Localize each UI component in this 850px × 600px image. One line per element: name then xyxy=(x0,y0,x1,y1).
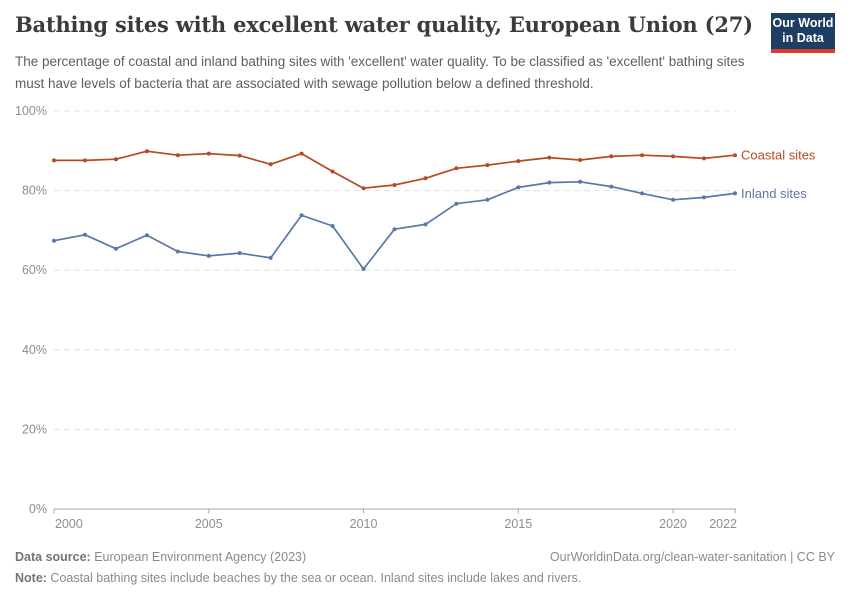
y-tick-label-60: 60% xyxy=(22,263,47,277)
data-source: Data source: European Environment Agency… xyxy=(15,550,307,564)
x-tick-label-2005: 2005 xyxy=(195,517,223,531)
chart-title: Bathing sites with excellent water quali… xyxy=(15,12,753,37)
coastal-sites-point-2020 xyxy=(671,154,676,159)
owid-logo-text: Our World in Data xyxy=(772,15,834,45)
inland-sites-point-2006 xyxy=(237,251,242,256)
coastal-sites-point-2011 xyxy=(392,183,397,187)
inland-sites-point-2021 xyxy=(702,195,706,200)
inland-sites-point-2020 xyxy=(671,197,676,202)
chart-footer: Data source: European Environment Agency… xyxy=(15,547,835,589)
citation: OurWorldinData.org/clean-water-sanitatio… xyxy=(549,550,835,564)
inland-sites-point-2016 xyxy=(547,180,552,185)
inland-sites-point-2011 xyxy=(392,227,397,232)
coastal-sites-point-2016 xyxy=(547,155,552,160)
inland-sites-point-2002 xyxy=(113,246,118,251)
y-tick-label-100: 100% xyxy=(15,104,47,118)
inland-sites-point-2014 xyxy=(485,197,490,202)
inland-sites-point-2017 xyxy=(578,179,583,184)
inland-sites-point-2013 xyxy=(454,201,459,206)
series-label-inland-sites[interactable]: Inland sites xyxy=(741,186,807,201)
inland-sites-point-2007 xyxy=(268,255,273,260)
inland-sites-point-2009 xyxy=(330,224,335,228)
coastal-sites-point-2004 xyxy=(175,153,180,158)
coastal-sites-point-2022 xyxy=(733,153,737,158)
coastal-sites-point-2013 xyxy=(454,166,459,171)
chart-subtitle: The percentage of coastal and inland bat… xyxy=(15,54,745,91)
coastal-sites-point-2002 xyxy=(113,157,118,162)
inland-sites-point-2004 xyxy=(175,249,180,254)
y-tick-label-20: 20% xyxy=(22,422,47,436)
inland-sites-point-2010 xyxy=(361,267,366,271)
coastal-sites-point-2012 xyxy=(423,176,428,181)
coastal-sites-point-2007 xyxy=(268,162,273,167)
y-tick-label-80: 80% xyxy=(22,184,47,198)
chart-canvas: 0% 20% 40% 60% 80% 100% 2000 2005 2010 2015 2020 20… xyxy=(15,104,816,531)
coastal-sites-point-2003 xyxy=(144,149,149,154)
coastal-sites-point-2001 xyxy=(83,158,87,163)
coastal-sites-point-2018 xyxy=(609,154,614,159)
coastal-sites-point-2021 xyxy=(702,156,706,161)
y-tick-label-0: 0% xyxy=(29,502,47,516)
coastal-sites-point-2019 xyxy=(640,153,645,158)
inland-sites-point-2001 xyxy=(83,232,87,237)
coastal-sites-point-2017 xyxy=(578,158,583,162)
owid-url-link[interactable]: OurWorldinData.org/clean-water-sanitatio… xyxy=(549,550,787,564)
x-tick-label-2020: 2020 xyxy=(659,517,687,531)
x-tick-label-2000: 2000 xyxy=(55,517,83,531)
coastal-sites-point-2014 xyxy=(485,163,490,168)
coastal-sites-point-2006 xyxy=(237,153,242,158)
coastal-sites-point-2010 xyxy=(361,186,366,191)
inland-sites-point-2022 xyxy=(733,191,737,196)
inland-sites-line xyxy=(53,180,736,270)
coastal-sites-point-2015 xyxy=(516,159,521,164)
x-tick-label-2015: 2015 xyxy=(504,517,532,531)
inland-sites-point-2019 xyxy=(640,191,645,196)
coastal-sites-point-2005 xyxy=(206,151,211,156)
inland-sites-point-2005 xyxy=(206,253,211,258)
x-tick-label-2022: 2022 xyxy=(709,517,737,531)
series-label-coastal-sites[interactable]: Coastal sites xyxy=(741,148,816,163)
inland-sites-point-2018 xyxy=(609,184,614,189)
chart-note: Note: Coastal bathing sites include beac… xyxy=(15,571,582,585)
coastal-sites-point-2008 xyxy=(299,151,304,156)
coastal-sites-point-2009 xyxy=(330,169,335,174)
coastal-sites-point-2000 xyxy=(52,158,56,163)
inland-sites-point-2012 xyxy=(423,222,428,227)
coastal-sites-line xyxy=(53,150,736,190)
y-tick-label-40: 40% xyxy=(22,343,47,357)
line-chart: 0% 20% 40% 60% 80% 100% 2000 2005 2010 2015 2020 20… xyxy=(0,100,850,550)
owid-logo[interactable]: Our World in Data xyxy=(771,13,835,53)
inland-sites-point-2008 xyxy=(299,213,304,218)
inland-sites-point-2015 xyxy=(516,185,521,190)
inland-sites-point-2003 xyxy=(144,233,149,238)
license-badge: CC BY xyxy=(796,550,835,564)
x-tick-label-2010: 2010 xyxy=(350,517,378,531)
inland-sites-point-2000 xyxy=(52,238,56,243)
